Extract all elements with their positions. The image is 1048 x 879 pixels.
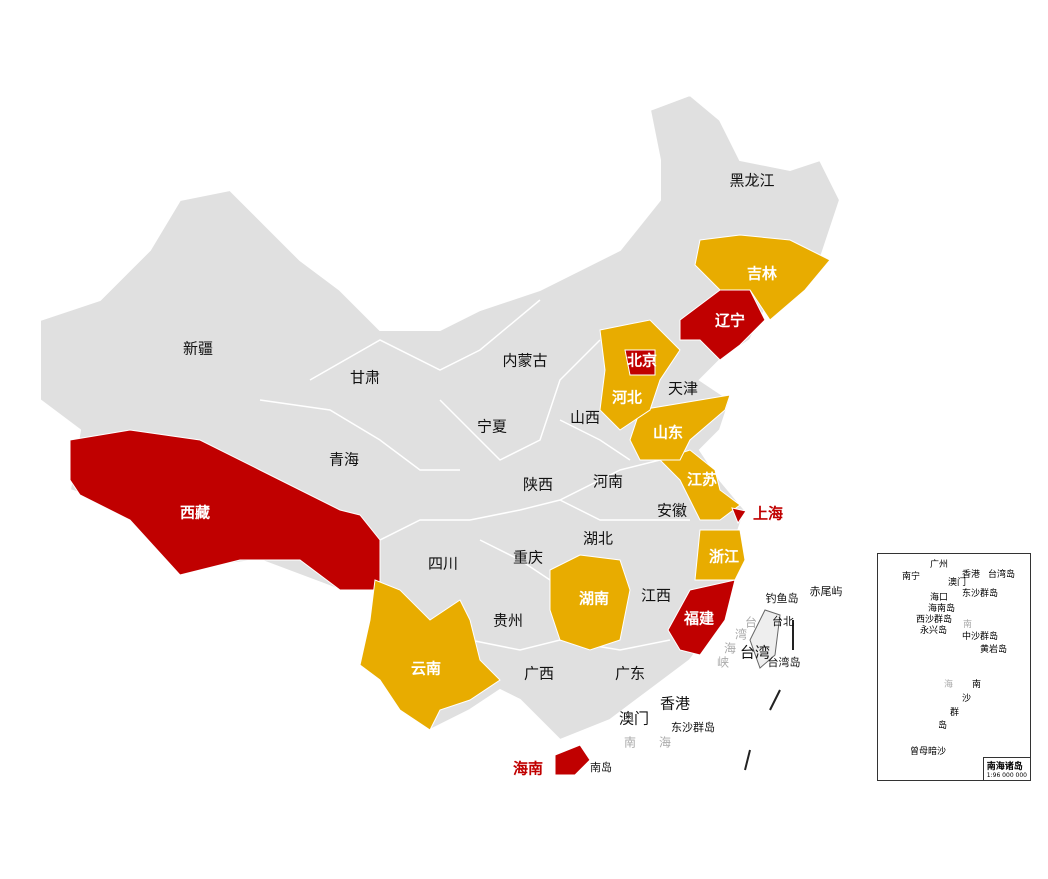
label-sea-hai: 海 [658,735,672,750]
region-beijing[interactable] [624,349,656,376]
label-xianggang: 香港 [659,694,691,713]
label-shandong: 山东 [652,423,684,442]
inset-label: 南 [972,680,982,690]
inset-label: 沙 [962,694,972,704]
inset-label: 西沙群岛 [916,615,953,625]
label-henan: 河南 [592,472,624,491]
inset-label: 东沙群岛 [962,589,999,599]
inset-label: 永兴岛 [920,626,948,636]
inset-label: 海口 [930,593,949,603]
label-gansu: 甘肃 [349,368,381,387]
inset-label: 澳门 [948,578,967,588]
label-shanghai: 上海 [752,504,784,523]
inset-label: 中沙群岛 [962,632,999,642]
label-chiwei: 赤尾屿 [809,585,843,598]
label-zhejiang: 浙江 [708,547,740,566]
label-aomen: 澳门 [618,709,650,728]
inset-label: 台湾岛 [988,570,1016,580]
label-liaoning: 辽宁 [714,311,746,330]
label-qinghai: 青海 [328,450,360,469]
inset-label: 海 [944,680,954,690]
label-yunnan: 云南 [410,659,442,678]
label-tianjin: 天津 [667,379,699,398]
inset-label: 岛 [938,721,948,731]
region-hainan[interactable] [554,744,591,776]
label-heilongjiang: 黑龙江 [729,171,775,190]
label-jiangsu: 江苏 [686,470,718,489]
label-fujian: 福建 [683,609,715,628]
label-xizang: 西藏 [179,503,211,522]
label-taiwan-island: 台湾岛 [767,656,801,669]
label-guizhou: 贵州 [492,611,524,630]
region-jiangsu[interactable] [659,449,741,521]
label-diaoyu: 钓鱼岛 [765,592,799,605]
inset-label: 南宁 [902,572,921,582]
inset-title: 南海诸岛 1:96 000 000 [982,757,1030,780]
label-guangdong: 广东 [614,664,646,683]
inset-title-text: 南海诸岛 [986,762,1023,772]
region-jilin[interactable] [694,234,831,321]
label-anhui: 安徽 [656,501,688,520]
region-xizang[interactable] [69,429,381,591]
region-yunnan[interactable] [359,579,501,731]
label-taipei: 台北 [772,615,794,628]
label-hunan: 湖南 [578,589,610,608]
label-hainan-dao: 南岛 [590,761,612,774]
label-strait: 海 [723,641,737,656]
south-china-sea-inset: 南宁 广州 香港 澳门 台湾岛 海口 东沙群岛 海南岛 西沙群岛 永兴岛 南 中… [877,553,1031,781]
label-strait: 湾 [734,627,748,642]
label-dongsha: 东沙群岛 [671,721,715,734]
label-jiangxi: 江西 [640,586,672,605]
nine-dash-line [744,620,794,771]
label-xinjiang: 新疆 [182,339,214,358]
region-shanghai[interactable] [731,507,747,525]
inset-label: 广州 [930,560,949,570]
inset-label: 群 [950,708,960,718]
label-neimenggu: 内蒙古 [502,351,548,370]
inset-label: 曾母暗沙 [910,747,947,757]
label-ningxia: 宁夏 [476,417,508,436]
label-beijing: 北京 [626,351,658,370]
inset-label: 海南岛 [928,604,956,614]
label-chongqing: 重庆 [512,548,544,567]
label-hainan: 海南 [512,759,544,778]
label-taiwan: 台湾 [739,643,771,662]
label-sea-nan: 南 [623,735,637,750]
label-hubei: 湖北 [582,529,614,548]
label-guangxi: 广西 [523,664,555,683]
label-shaanxi: 陕西 [522,475,554,494]
region-shandong[interactable] [629,394,731,461]
inset-label: 香港 [962,570,981,580]
label-strait: 峡 [716,655,730,670]
inset-label: 南 [963,620,973,630]
inset-scale: 1:96 000 000 [986,772,1027,779]
province-borders [259,299,690,651]
label-sichuan: 四川 [427,554,459,573]
label-jilin: 吉林 [746,264,778,283]
region-zhejiang[interactable] [694,529,746,581]
label-shanxi: 山西 [569,408,601,427]
label-strait: 台 [744,615,758,630]
region-taiwan[interactable] [749,609,781,669]
label-hebei: 河北 [611,388,643,407]
region-hunan[interactable] [549,554,631,651]
inset-label: 黄岩岛 [980,645,1008,655]
